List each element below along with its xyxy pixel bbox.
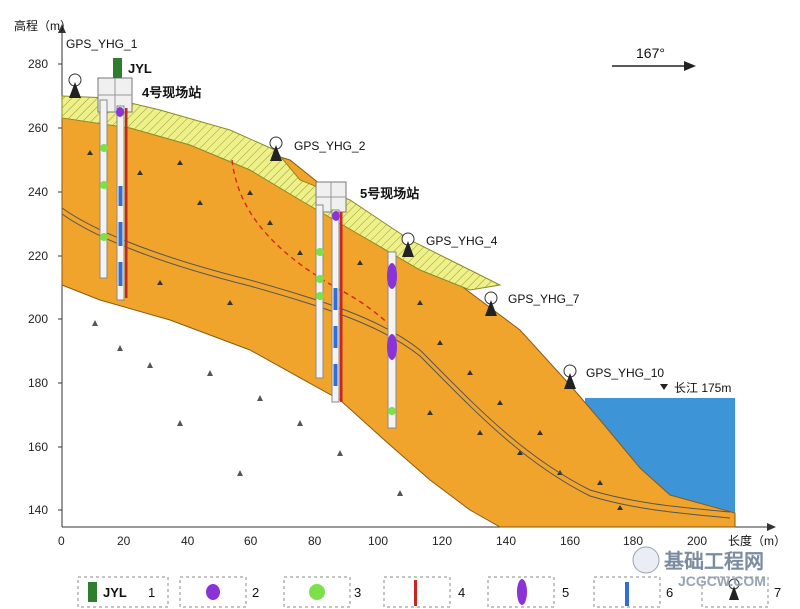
borehole bbox=[315, 204, 324, 379]
blue-marker bbox=[333, 364, 338, 386]
legend-blue-swatch bbox=[625, 582, 629, 606]
sliding-surface bbox=[61, 207, 731, 519]
green-marker bbox=[100, 181, 108, 189]
station-4: JYL 4号现场站 bbox=[97, 58, 201, 301]
legend-gps-icon bbox=[728, 578, 740, 600]
y-tick: 280 bbox=[28, 57, 48, 71]
gps-icon bbox=[68, 73, 82, 98]
x-ticks: 0 20 40 60 80 100 120 140 160 180 200 bbox=[58, 534, 707, 548]
station-5: 5号现场站 bbox=[315, 181, 419, 429]
gps-label: GPS_YHG_4 bbox=[426, 234, 498, 248]
legend-num: 1 bbox=[148, 585, 155, 600]
jyl-label: JYL bbox=[128, 61, 152, 76]
legend-num: 2 bbox=[252, 585, 259, 600]
watermark-logo-icon bbox=[632, 546, 660, 574]
legend-purple-long-swatch bbox=[517, 579, 527, 605]
watermark-line2: JCGCW.COM bbox=[678, 573, 766, 589]
y-tick: 260 bbox=[28, 121, 48, 135]
blue-marker bbox=[333, 326, 338, 348]
direction-label: 167° bbox=[636, 45, 665, 61]
purple-marker bbox=[387, 334, 397, 360]
legend-num: 6 bbox=[666, 585, 673, 600]
legend-num: 4 bbox=[458, 585, 465, 600]
blue-marker bbox=[333, 288, 338, 310]
x-tick: 200 bbox=[687, 534, 707, 548]
river-label: 长江 175m bbox=[674, 381, 731, 395]
x-tick: 80 bbox=[308, 534, 322, 548]
topsoil-layer bbox=[61, 95, 502, 291]
green-marker bbox=[388, 407, 396, 415]
watermark-line1: 基础工程网 bbox=[664, 550, 764, 573]
legend-num: 5 bbox=[562, 585, 569, 600]
x-tick: 60 bbox=[244, 534, 258, 548]
blue-marker bbox=[118, 186, 123, 206]
green-marker bbox=[100, 233, 108, 241]
slide-body bbox=[61, 111, 736, 528]
gps-label: GPS_YHG_1 bbox=[66, 37, 138, 51]
gps-icon bbox=[401, 232, 415, 257]
bedrock-markers bbox=[92, 320, 403, 496]
purple-marker bbox=[116, 107, 124, 117]
green-marker bbox=[100, 144, 108, 152]
x-tick: 40 bbox=[181, 534, 195, 548]
legend-purple-swatch bbox=[206, 584, 220, 600]
rupture-curve bbox=[231, 159, 396, 331]
blue-marker bbox=[118, 262, 123, 286]
green-marker bbox=[316, 248, 324, 256]
y-tick: 220 bbox=[28, 249, 48, 263]
red-bar bbox=[340, 212, 343, 402]
jyl-block bbox=[113, 58, 122, 78]
legend-jyl-swatch bbox=[88, 582, 97, 602]
blue-marker bbox=[118, 222, 123, 246]
borehole bbox=[99, 99, 108, 279]
station-4-label: 4号现场站 bbox=[142, 85, 201, 100]
water-level-icon bbox=[660, 384, 668, 390]
gps-label: GPS_YHG_10 bbox=[586, 366, 664, 380]
x-tick: 20 bbox=[117, 534, 131, 548]
gps-label: GPS_YHG_7 bbox=[508, 292, 580, 306]
purple-marker bbox=[332, 211, 340, 221]
gps-label: GPS_YHG_2 bbox=[294, 139, 366, 153]
x-tick: 100 bbox=[368, 534, 388, 548]
legend: JYL 1 2 3 4 5 6 7 bbox=[77, 576, 781, 608]
legend-jyl-label: JYL bbox=[103, 585, 127, 600]
legend-red-swatch bbox=[414, 580, 417, 606]
x-tick: 0 bbox=[58, 534, 65, 548]
y-tick: 180 bbox=[28, 376, 48, 390]
gps-markers: GPS_YHG_1 GPS_YHG_2 GPS_YHG_4 GPS_YHG_7 … bbox=[66, 37, 664, 389]
y-tick: 200 bbox=[28, 312, 48, 326]
green-marker bbox=[316, 275, 324, 283]
x-tick: 140 bbox=[496, 534, 516, 548]
legend-num: 7 bbox=[774, 585, 781, 600]
y-tick: 240 bbox=[28, 185, 48, 199]
x-axis-label: 长度（m） bbox=[728, 533, 786, 548]
legend-green-swatch bbox=[309, 584, 325, 600]
green-marker bbox=[316, 292, 324, 300]
station-5-label: 5号现场站 bbox=[360, 186, 419, 201]
x-tick: 160 bbox=[560, 534, 580, 548]
legend-num: 3 bbox=[354, 585, 361, 600]
gps-icon bbox=[269, 136, 283, 161]
red-bar bbox=[125, 108, 128, 298]
x-tick: 180 bbox=[623, 534, 643, 548]
gps-icon bbox=[484, 291, 498, 316]
y-tick: 140 bbox=[28, 503, 48, 517]
y-axis-label: 高程（m） bbox=[14, 18, 72, 33]
y-tick: 160 bbox=[28, 440, 48, 454]
purple-marker bbox=[387, 263, 397, 289]
x-tick: 120 bbox=[432, 534, 452, 548]
watermark: 基础工程网 JCGCW.COM bbox=[632, 546, 766, 589]
y-ticks: 280 260 240 220 200 180 160 140 bbox=[28, 57, 62, 517]
gps-icon bbox=[563, 364, 577, 389]
